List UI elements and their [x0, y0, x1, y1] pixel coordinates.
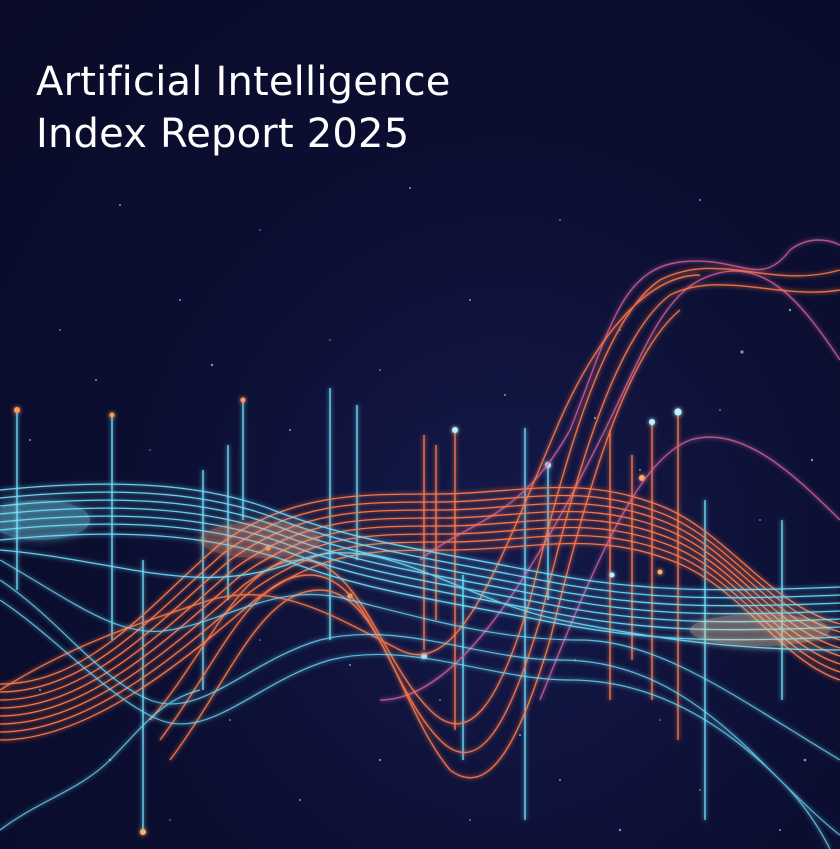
- cyan-ribbon: [0, 483, 840, 651]
- star-field: [29, 187, 814, 832]
- report-title-line-2: Index Report 2025: [36, 111, 410, 157]
- orange-deep-curves: [0, 267, 840, 779]
- spike-tip-dots: [14, 397, 682, 835]
- vertical-spikes: [16, 388, 783, 832]
- cyan-lower-curves: [0, 559, 840, 849]
- magenta-wave-lines: [379, 239, 840, 701]
- orange-ribbon: [0, 486, 840, 741]
- ribbon-glow-highlights: [0, 500, 830, 646]
- report-title: Artificial Intelligence Index Report 202…: [36, 56, 451, 160]
- report-title-line-1: Artificial Intelligence: [36, 59, 451, 105]
